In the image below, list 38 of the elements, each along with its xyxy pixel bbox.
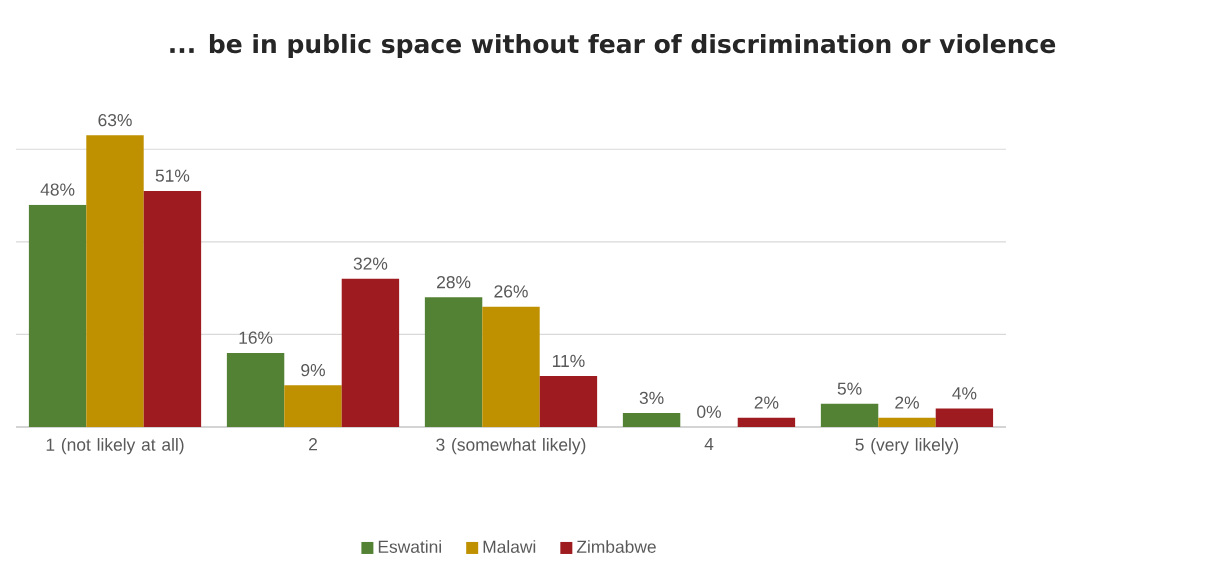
data-label: 51% (155, 169, 190, 182)
bar (28, 204, 87, 427)
bar (226, 352, 285, 427)
x-tick-label: 4 (704, 438, 714, 451)
data-label: 32% (353, 257, 388, 270)
bar (820, 403, 879, 427)
x-tick-label: 5 (very likely) (855, 438, 959, 455)
data-label: 2% (754, 396, 779, 409)
data-label: 4% (952, 387, 977, 400)
bar (622, 413, 681, 427)
bar (539, 376, 598, 427)
bar (878, 417, 936, 427)
x-tick-label: 3 (somewhat likely) (436, 438, 586, 455)
data-label: 26% (494, 285, 528, 298)
bar (86, 135, 144, 427)
bar (284, 385, 342, 427)
data-label: 28% (437, 275, 471, 289)
x-tick-label: 2 (309, 438, 317, 451)
legend-label: Eswatini (378, 540, 442, 553)
bar (143, 190, 202, 427)
bar (341, 278, 400, 427)
data-label: 2% (895, 396, 919, 409)
data-label: 0% (697, 405, 721, 418)
bar (737, 417, 796, 427)
data-label: 11% (552, 354, 585, 367)
data-label: 9% (301, 363, 325, 377)
legend-label: Zimbabwe (576, 540, 656, 553)
x-tick-label: 1 (not likely at all) (46, 438, 184, 455)
data-label: 48% (40, 183, 75, 196)
bar (424, 297, 483, 427)
legend-label: Malawi (483, 540, 536, 553)
data-label: 5% (837, 382, 862, 395)
bar (935, 408, 994, 427)
data-label: 63% (98, 113, 132, 127)
data-label: 16% (239, 331, 273, 344)
data-label: 3% (639, 391, 664, 405)
chart-title: ... be in public space without fear of discrimination or violence (170, 33, 1056, 59)
bar (482, 306, 540, 427)
